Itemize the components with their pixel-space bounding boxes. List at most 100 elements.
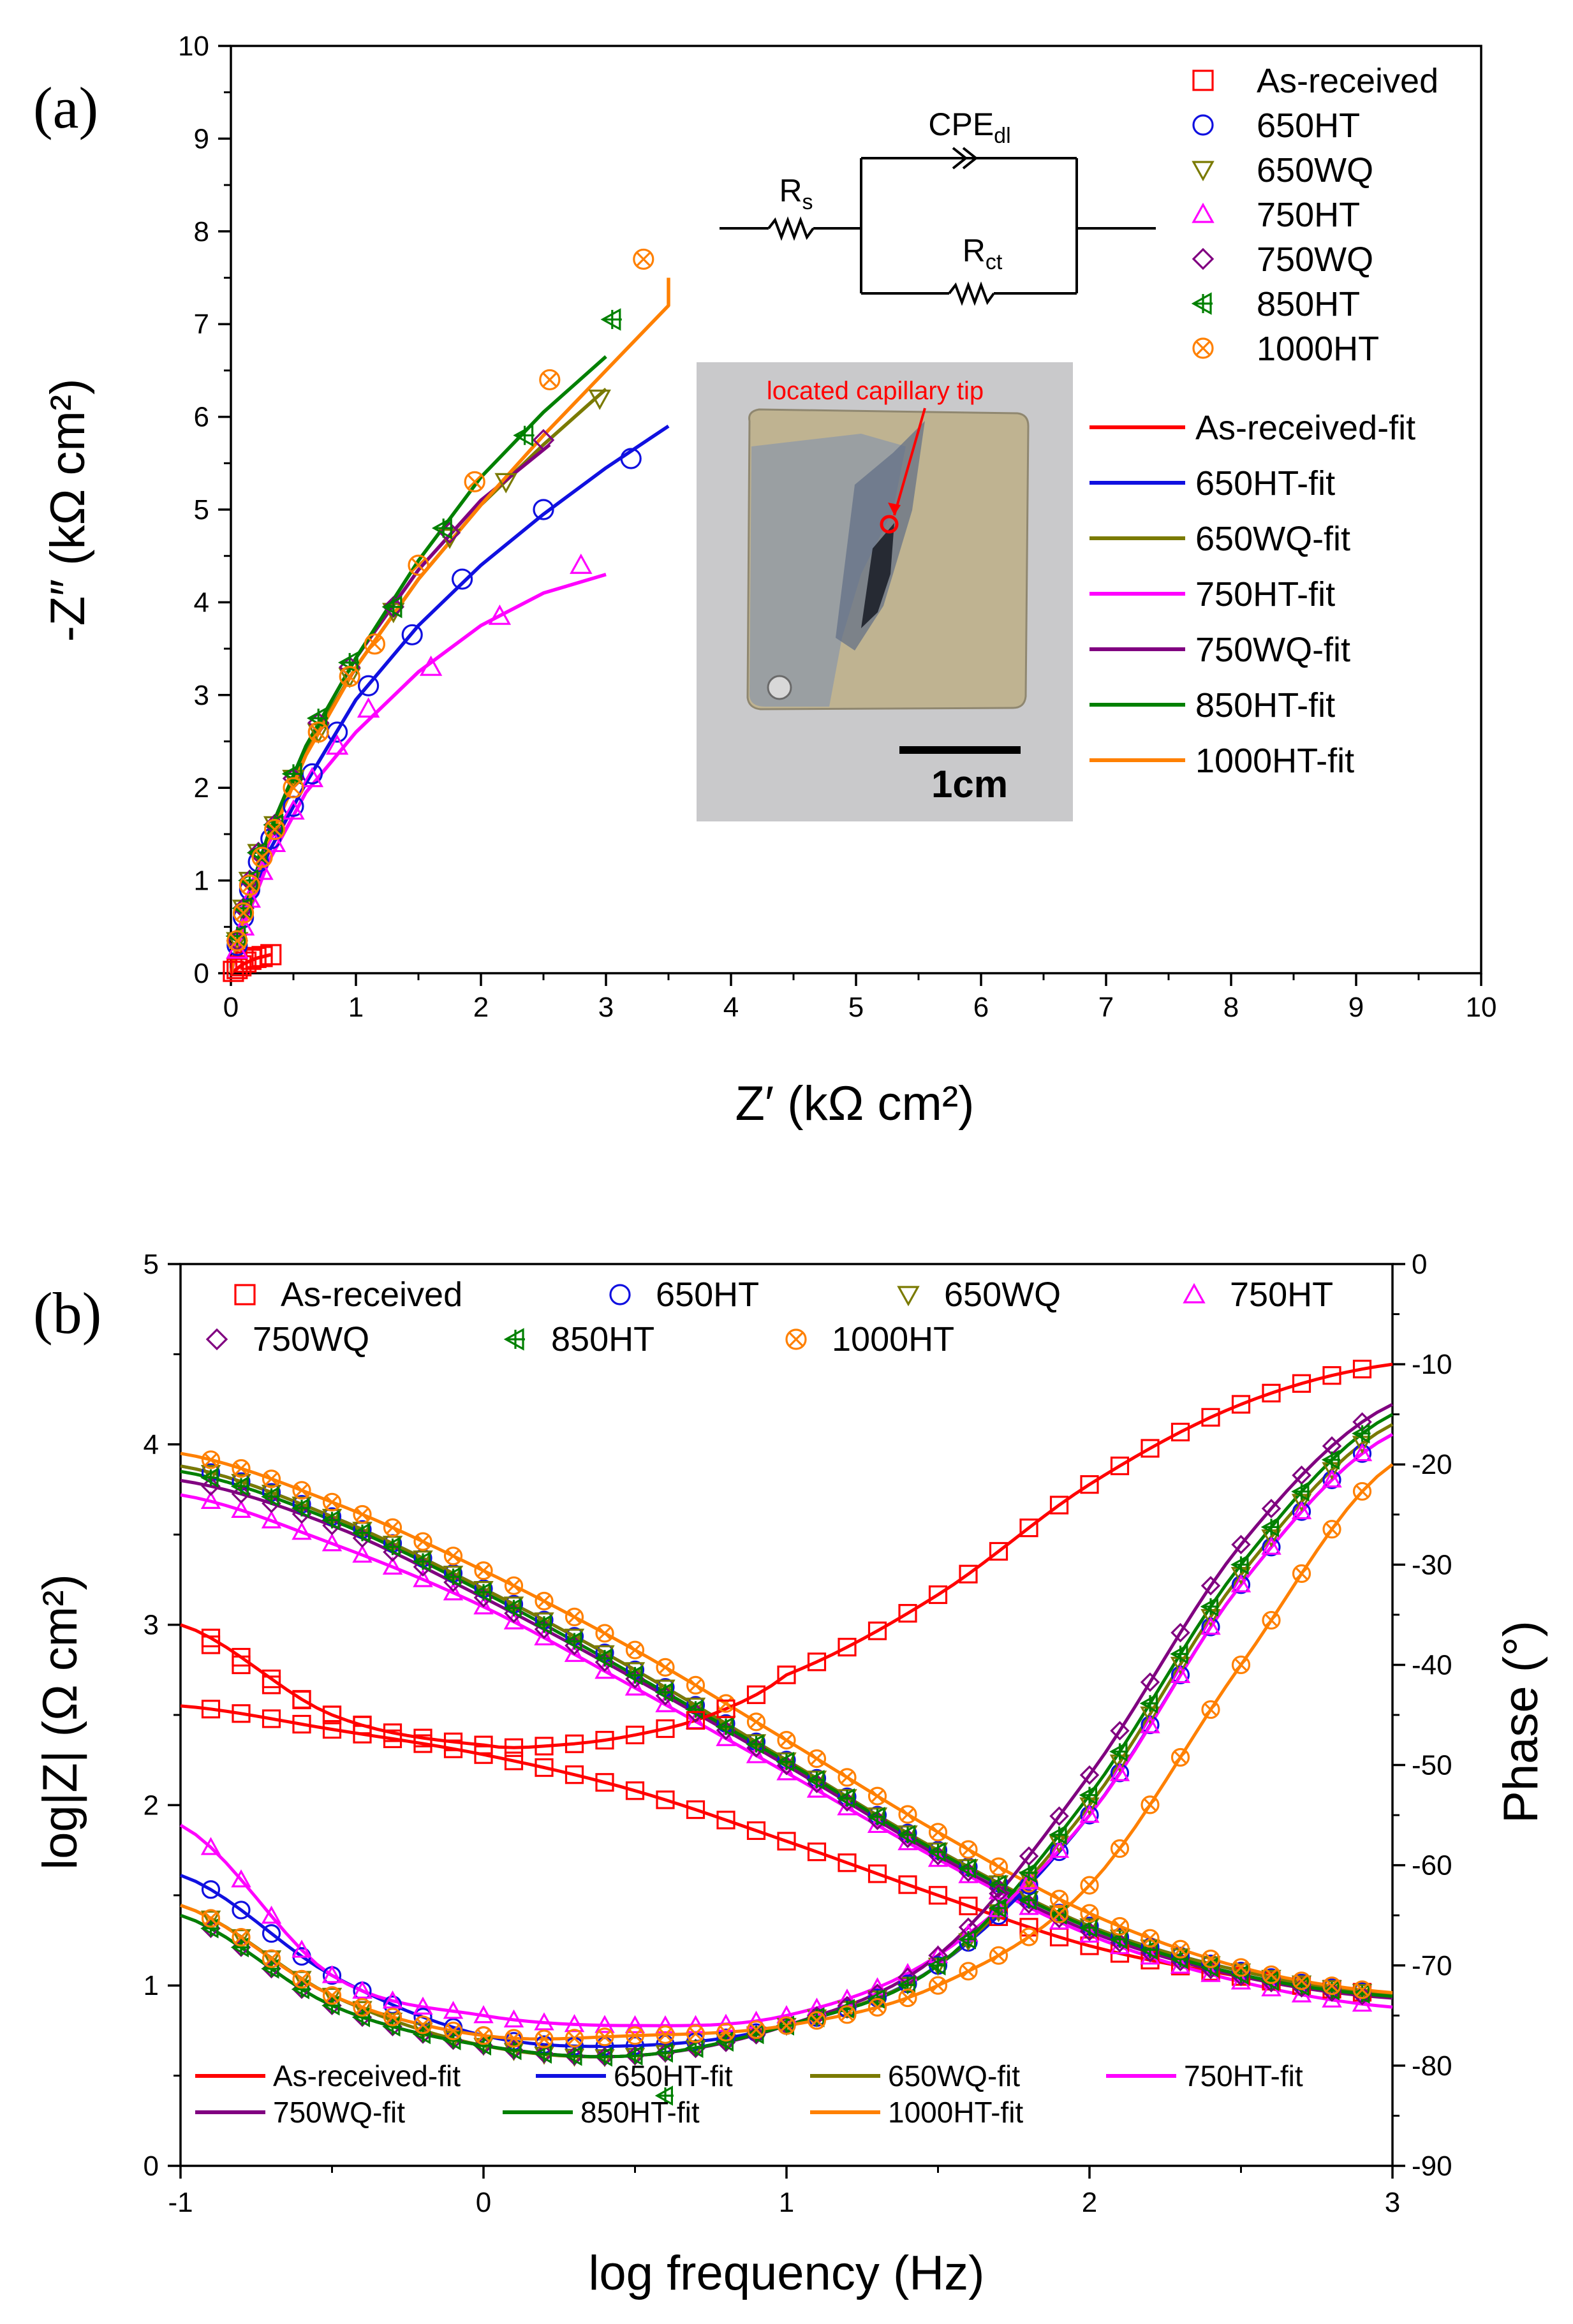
b-phase-marker-as-received-shape — [1080, 1475, 1099, 1494]
a-legend-marker-650wq-shape — [1192, 161, 1215, 182]
b-legend-fit-label-750wq: 750WQ-fit — [273, 2096, 405, 2129]
b-y-tick-label: 5 — [144, 1249, 159, 1280]
b-phase-marker-1000ht-x2 — [1204, 1703, 1218, 1716]
b-phase-marker-as-received-shape — [1322, 1366, 1341, 1385]
a-y-tick-label: 3 — [194, 680, 209, 711]
b-modulus-marker-1000ht — [686, 1675, 705, 1695]
b-modulus-marker-1000ht-shape — [1080, 1904, 1099, 1923]
b-modulus-marker-1000ht-shape — [383, 1518, 402, 1537]
b-phase-marker-as-received-shape — [746, 1685, 766, 1704]
b-modulus-marker-650wq — [200, 1464, 221, 1483]
b-modulus-marker-as-received — [595, 1773, 614, 1792]
b-phase-marker-1000ht-x2 — [840, 2008, 854, 2022]
b-modulus-marker-750wq — [292, 1504, 312, 1524]
b-y2-tick-label: -90 — [1412, 2151, 1452, 2182]
b-phase-marker-1000ht — [928, 1976, 948, 1995]
b-modulus-marker-as-received — [1080, 1936, 1099, 1955]
b-y2-tick-label: -60 — [1412, 1850, 1452, 1881]
b-modulus-marker-1000ht-x2 — [204, 1453, 218, 1467]
b-modulus-marker-1000ht-shape — [625, 1640, 645, 1659]
b-phase-marker-750ht-shape — [292, 1939, 312, 1958]
b-modulus-marker-850ht — [564, 1631, 583, 1652]
resistor-rs-symbol — [767, 216, 815, 241]
b-modulus-marker-as-received-shape — [292, 1714, 311, 1734]
b-y2-tick-label: -50 — [1412, 1750, 1452, 1781]
b-modulus-marker-850ht — [503, 1598, 522, 1619]
a-x-tick-label: 8 — [1223, 992, 1239, 1023]
b-phase-marker-1000ht-shape — [383, 2008, 402, 2027]
b-modulus-marker-1000ht-shape — [232, 1459, 251, 1478]
b-phase-marker-as-received-shape — [686, 1710, 705, 1730]
a-marker-750ht — [282, 799, 305, 820]
b-legend-marker-1000ht — [785, 1328, 807, 1350]
b-modulus-marker-as-received — [959, 1896, 978, 1916]
b-modulus-marker-1000ht-shape — [1171, 1939, 1190, 1959]
b-phase-marker-850ht — [1260, 1517, 1280, 1538]
b-phase-marker-750ht-shape — [473, 2005, 494, 2024]
b-phase-marker-1000ht — [201, 1909, 221, 1928]
b-modulus-marker-1000ht-shape — [262, 1469, 281, 1489]
b-phase-marker-750ht-shape — [261, 1906, 282, 1924]
b-modulus-marker-1000ht — [504, 1576, 524, 1595]
b-phase-marker-1000ht-x2 — [1355, 1485, 1369, 1498]
b-modulus-marker-1000ht-x2 — [386, 1520, 399, 1534]
b-phase-marker-750ht-shape — [413, 1996, 433, 2015]
b-modulus-marker-1000ht-shape — [201, 1450, 221, 1469]
b-phase-marker-1000ht-x2 — [476, 2029, 491, 2042]
b-modulus-marker-1000ht-shape — [1352, 1980, 1372, 1999]
b-phase-marker-as-received-shape — [838, 1638, 857, 1657]
b-phase-marker-750ht-shape — [1109, 1763, 1130, 1781]
a-legend-marker-650ht — [1192, 114, 1214, 136]
b-modulus-marker-750ht — [352, 1544, 373, 1563]
b-modulus-marker-850ht — [867, 1807, 886, 1827]
b-phase-marker-750wq — [1171, 1622, 1190, 1643]
b-modulus-marker-1000ht — [474, 1561, 493, 1580]
b-modulus-marker-750ht — [382, 1556, 403, 1575]
b-phase-marker-as-received — [777, 1665, 796, 1684]
b-phase-marker-1000ht-shape — [868, 1997, 887, 2017]
b-phase-marker-750ht — [1322, 1469, 1342, 1488]
b-modulus-marker-1000ht — [1292, 1971, 1311, 1990]
b-modulus-marker-as-received — [474, 1745, 493, 1764]
b-modulus-marker-750ht — [624, 1677, 646, 1696]
b-phase-marker-850ht — [1352, 1423, 1371, 1444]
b-phase-fit-as-received — [180, 1362, 1393, 1749]
b-legend-fit-label-650ht: 650HT-fit — [614, 2059, 733, 2092]
b-modulus-marker-as-received-shape — [746, 1821, 766, 1840]
b-y-tick-label: 1 — [144, 1970, 159, 2001]
a-legend-fit-label-as-received: As-received-fit — [1195, 409, 1415, 447]
b-phase-marker-as-received — [989, 1541, 1008, 1561]
b-phase-marker-as-received — [1171, 1422, 1190, 1442]
b-phase-marker-1000ht-shape — [989, 1946, 1008, 1965]
b-phase-marker-1000ht — [1141, 1795, 1160, 1814]
b-legend-fit-label-as-received: As-received-fit — [273, 2059, 461, 2092]
b-phase-marker-1000ht-shape — [535, 2029, 554, 2048]
b-phase-marker-1000ht-x2 — [719, 2026, 733, 2039]
b-modulus-marker-1000ht-x2 — [871, 1789, 884, 1803]
b-modulus-marker-750wq-shape — [231, 1484, 251, 1504]
b-phase-marker-1000ht-x2 — [1082, 1878, 1097, 1892]
b-modulus-marker-as-received — [777, 1832, 796, 1851]
b-phase-extra-marker-as-received-shape — [232, 1655, 251, 1675]
a-y-tick-label: 4 — [194, 587, 209, 618]
b-modulus-marker-750ht-shape — [806, 1779, 827, 1798]
b-y-tick-label: 3 — [144, 1610, 159, 1641]
b-phase-marker-1000ht — [989, 1946, 1008, 1965]
b-phase-marker-750ht-shape — [321, 1965, 343, 1983]
b-phase-marker-1000ht — [1019, 1927, 1038, 1946]
b-modulus-marker-1000ht-shape — [413, 1532, 432, 1551]
b-phase-marker-750ht — [200, 1837, 221, 1855]
b-phase-marker-750ht-shape — [443, 2001, 464, 2019]
a-legend-fit-label-750ht: 750HT-fit — [1195, 575, 1335, 614]
a-x-tick-label: 4 — [723, 992, 739, 1023]
b-modulus-marker-1000ht — [292, 1481, 311, 1500]
b-phase-marker-850ht — [988, 1898, 1007, 1918]
b-phase-marker-1000ht-x2 — [628, 2029, 642, 2042]
a-y-tick-label: 5 — [194, 494, 209, 526]
rct-label: Rct — [963, 233, 1003, 274]
b-phase-marker-1000ht — [565, 2029, 584, 2048]
a-legend-marker-as-received — [1192, 70, 1214, 91]
a-marker-750ht-shape — [488, 604, 512, 625]
b-legend-fit-label-1000ht: 1000HT-fit — [888, 2096, 1023, 2129]
b-phase-marker-750ht-shape — [624, 2015, 646, 2034]
